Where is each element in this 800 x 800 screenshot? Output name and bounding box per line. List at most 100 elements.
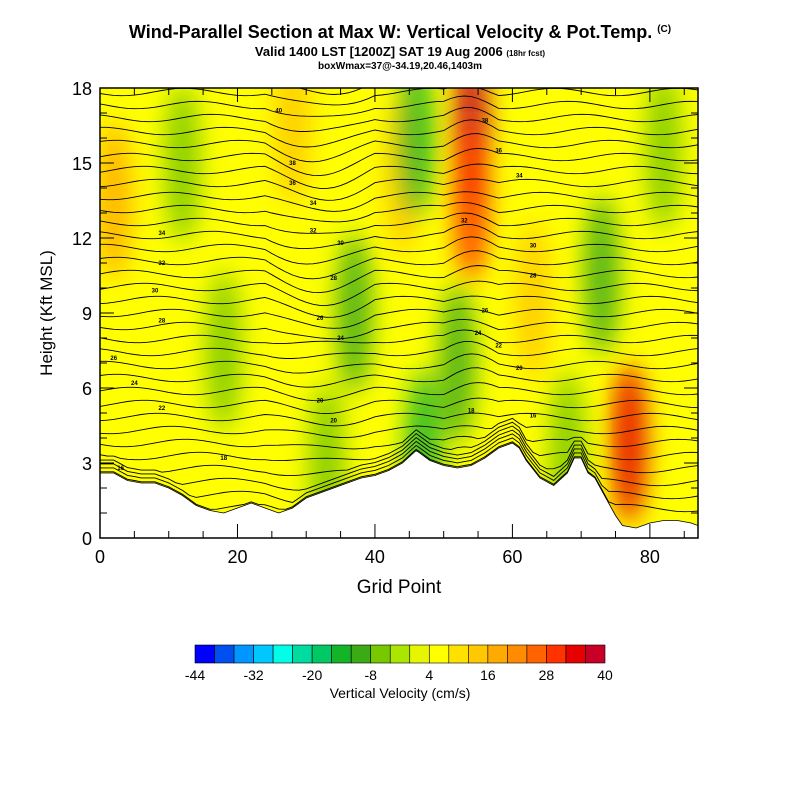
- contour-label: 32: [310, 229, 317, 235]
- isentrope-line: [100, 397, 698, 415]
- isentrope-line: [100, 236, 698, 265]
- contour-label: 20: [330, 419, 337, 425]
- potential-temperature-contours: [100, 88, 698, 513]
- colorbar-swatch: [507, 644, 528, 664]
- colorbar-tick-label: 16: [480, 667, 496, 683]
- velocity-cell-1: [453, 120, 490, 281]
- y-tick-label: 18: [72, 79, 92, 99]
- contour-label: 34: [310, 201, 317, 207]
- y-tick-label: 12: [72, 229, 92, 249]
- colorbar-swatch: [350, 644, 372, 664]
- contour-label: 28: [530, 274, 537, 280]
- contour-label: 30: [337, 241, 344, 247]
- y-tick-label: 0: [82, 529, 92, 549]
- contour-label: 16: [117, 466, 124, 472]
- velocity-cell-8: [439, 283, 476, 443]
- velocity-cell-11: [583, 195, 620, 356]
- x-tick-label: 0: [95, 547, 105, 567]
- contour-label: 18: [220, 456, 227, 462]
- isentrope-line: [100, 425, 698, 462]
- isentrope-line: [100, 295, 698, 318]
- velocity-field: [100, 88, 682, 538]
- y-axis-label: Height (Kft MSL): [37, 250, 56, 376]
- isentrope-line: [100, 437, 698, 503]
- contour-label: 16: [530, 414, 537, 420]
- contour-label: 36: [495, 149, 502, 155]
- velocity-cell-12: [645, 88, 682, 231]
- contour-label: 26: [482, 309, 489, 315]
- colorbar-swatch: [487, 644, 508, 664]
- isentrope-line: [100, 178, 698, 201]
- colorbar-label: Vertical Velocity (cm/s): [330, 685, 471, 701]
- contour-label: 20: [317, 399, 324, 405]
- terrain-mask: [100, 442, 698, 538]
- velocity-cell-7: [398, 88, 435, 218]
- contour-label: 26: [110, 356, 117, 362]
- contour-label: 22: [159, 406, 166, 412]
- colorbar-swatch: [292, 644, 313, 664]
- x-tick-label: 60: [502, 547, 522, 567]
- contour-label: 38: [482, 119, 489, 125]
- isentrope-line: [100, 250, 698, 280]
- colorbar-tick-label: 4: [425, 667, 433, 683]
- isentrope-line: [100, 441, 698, 513]
- colorbar-swatch: [448, 644, 469, 664]
- colorbar-swatch: [311, 644, 332, 664]
- isentrope-line: [100, 133, 698, 163]
- colorbar-swatch: [194, 644, 215, 664]
- colorbar: -44 -32 -20 -8 4 16 28 40: [185, 644, 613, 683]
- colorbar-tick-label: -44: [185, 667, 205, 683]
- isentrope-line: [100, 318, 698, 340]
- x-axis-label: Grid Point: [357, 577, 442, 598]
- isentrope-line: [100, 119, 698, 148]
- colorbar-swatch: [272, 644, 293, 664]
- contour-label: 26: [317, 316, 324, 322]
- isentrope-line: [100, 429, 698, 477]
- colorbar-swatch: [565, 644, 586, 664]
- isentrope-line: [100, 88, 698, 106]
- isentrope-line: [100, 147, 698, 177]
- isentrope-line: [100, 95, 698, 117]
- isentrope-line: [100, 417, 698, 439]
- isentrope-line: [100, 308, 698, 329]
- contour-label: 18: [468, 409, 475, 415]
- isentrope-line: [100, 280, 698, 306]
- contour-label: 30: [152, 289, 159, 295]
- plot-area: 40 38 36 34 32 30 28 26 24 20 20 34 32 30 28 26 24 22 18 16…: [100, 88, 698, 538]
- isentrope-line: [100, 107, 698, 132]
- velocity-cell-6: [515, 220, 551, 381]
- contour-label: 28: [330, 276, 337, 282]
- contour-label: 24: [475, 331, 482, 337]
- velocity-cell-2: [611, 363, 648, 523]
- chart-subtitle-2: boxWmax=37@-34.19,20.46,1403m: [317, 61, 483, 72]
- contour-label: 32: [461, 219, 468, 225]
- isentrope-line: [100, 163, 698, 189]
- isentrope-line: [100, 382, 698, 402]
- contour-label: 28: [159, 319, 166, 325]
- velocity-cell-3: [100, 120, 132, 281]
- colorbar-swatch: [233, 644, 254, 664]
- colorbar-tick-label: -32: [243, 667, 263, 683]
- contour-label: 34: [516, 174, 523, 180]
- contour-label: 24: [131, 381, 138, 387]
- contour-label: 30: [530, 244, 537, 250]
- isentrope-line: [100, 367, 698, 388]
- isentrope-line: [100, 353, 698, 374]
- velocity-cell-13: [205, 270, 242, 431]
- colorbar-swatch: [546, 644, 567, 664]
- contour-label: 32: [159, 261, 166, 267]
- colorbar-swatch: [214, 644, 235, 664]
- colorbar-tick-label: -8: [364, 667, 377, 683]
- chart-subtitle: Valid 1400 LST [1200Z] SAT 19 Aug 2006 (…: [254, 44, 546, 59]
- colorbar-swatch: [331, 644, 352, 664]
- contour-label: 40: [275, 109, 282, 115]
- isentrope-line: [100, 412, 698, 427]
- isentrope-line: [100, 212, 698, 234]
- isentrope-line: [100, 201, 698, 223]
- velocity-cell-14: [164, 88, 201, 243]
- colorbar-swatch: [409, 644, 430, 664]
- y-tick-label: 3: [82, 454, 92, 474]
- colorbar-swatch: [468, 644, 489, 664]
